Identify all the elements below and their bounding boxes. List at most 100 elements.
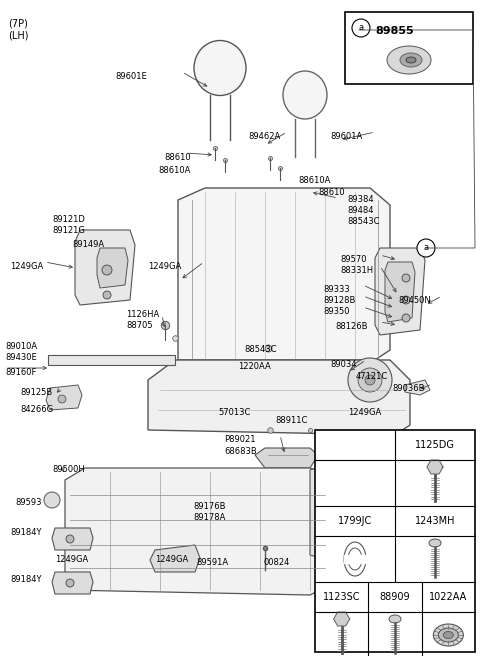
Bar — [345, 12, 473, 84]
Ellipse shape — [283, 71, 327, 119]
Text: 88610A: 88610A — [298, 176, 330, 185]
Polygon shape — [150, 545, 200, 572]
Text: 89176B: 89176B — [193, 502, 226, 511]
Polygon shape — [310, 460, 360, 565]
Circle shape — [358, 368, 382, 392]
Text: 89184Y: 89184Y — [10, 528, 41, 537]
Text: 1125DG: 1125DG — [415, 440, 455, 450]
Text: 1220AA: 1220AA — [238, 362, 271, 371]
Circle shape — [365, 375, 375, 385]
Polygon shape — [46, 385, 82, 410]
Text: a: a — [359, 24, 363, 33]
Text: 89333: 89333 — [323, 285, 350, 294]
Text: 88543C: 88543C — [244, 345, 276, 354]
Polygon shape — [75, 230, 135, 305]
Circle shape — [348, 358, 392, 402]
Circle shape — [58, 395, 66, 403]
Text: 57013C: 57013C — [218, 408, 251, 417]
Polygon shape — [427, 460, 443, 474]
Polygon shape — [65, 468, 330, 595]
Text: P89021: P89021 — [224, 435, 255, 444]
Text: 89350: 89350 — [323, 307, 349, 316]
Text: 1249GA: 1249GA — [10, 262, 43, 271]
Polygon shape — [178, 188, 390, 360]
Text: 89855: 89855 — [375, 26, 414, 36]
Text: 89034: 89034 — [330, 360, 357, 369]
Text: 89128B: 89128B — [323, 296, 355, 305]
Bar — [315, 430, 475, 652]
Text: 88543C: 88543C — [347, 217, 380, 226]
Circle shape — [103, 291, 111, 299]
Text: 89184Y: 89184Y — [10, 575, 41, 584]
Ellipse shape — [433, 624, 463, 646]
Text: 89450N: 89450N — [398, 296, 431, 305]
Text: 89570: 89570 — [340, 255, 367, 264]
Text: 1249GA: 1249GA — [348, 408, 381, 417]
Text: 89601A: 89601A — [330, 132, 362, 141]
Text: 1022AA: 1022AA — [429, 592, 468, 602]
Ellipse shape — [444, 632, 453, 638]
Ellipse shape — [389, 615, 401, 623]
Text: 88126B: 88126B — [335, 322, 368, 331]
Text: 1249GA: 1249GA — [55, 555, 88, 564]
Text: (7P): (7P) — [8, 18, 28, 28]
Text: 89160F: 89160F — [5, 368, 36, 377]
Text: 89500H: 89500H — [52, 465, 85, 474]
Text: 89384: 89384 — [347, 195, 373, 204]
Polygon shape — [385, 262, 415, 322]
Text: 1126HA: 1126HA — [126, 310, 159, 319]
Circle shape — [332, 507, 348, 523]
Text: 89121D: 89121D — [52, 215, 85, 224]
Text: a: a — [423, 243, 429, 253]
Text: 1243MH: 1243MH — [415, 516, 455, 526]
Text: 88909: 88909 — [380, 592, 410, 602]
Text: 84266G: 84266G — [20, 405, 53, 414]
Circle shape — [402, 314, 410, 322]
Text: 88331H: 88331H — [340, 266, 373, 275]
Text: 89178A: 89178A — [193, 513, 226, 522]
Text: 88610A: 88610A — [158, 166, 191, 175]
Polygon shape — [375, 248, 425, 335]
Text: 89125B: 89125B — [20, 388, 52, 397]
Text: 89462A: 89462A — [248, 132, 280, 141]
Text: 89593: 89593 — [15, 498, 41, 507]
Text: 89010A: 89010A — [5, 342, 37, 351]
Circle shape — [402, 274, 410, 282]
Ellipse shape — [429, 539, 441, 547]
Circle shape — [402, 296, 410, 304]
Text: 88610: 88610 — [164, 153, 191, 162]
Text: 89601E: 89601E — [115, 72, 147, 81]
Text: 47121C: 47121C — [356, 372, 388, 381]
Polygon shape — [97, 248, 128, 288]
Ellipse shape — [194, 41, 246, 96]
Text: 1249GA: 1249GA — [155, 555, 188, 564]
Text: 00824: 00824 — [264, 558, 290, 567]
Ellipse shape — [387, 46, 431, 74]
Circle shape — [66, 535, 74, 543]
Text: 1123SC: 1123SC — [323, 592, 360, 602]
Text: 89430E: 89430E — [5, 353, 37, 362]
Polygon shape — [148, 360, 410, 435]
Text: 89036B: 89036B — [392, 384, 424, 393]
Polygon shape — [334, 612, 349, 626]
Polygon shape — [52, 572, 93, 594]
Circle shape — [352, 19, 370, 37]
Circle shape — [44, 492, 60, 508]
Ellipse shape — [344, 542, 366, 576]
Text: 88610: 88610 — [318, 188, 345, 197]
Text: 1249GA: 1249GA — [148, 262, 181, 271]
Ellipse shape — [406, 57, 416, 63]
Polygon shape — [52, 528, 93, 550]
Polygon shape — [255, 448, 318, 468]
Text: 89149A: 89149A — [72, 240, 104, 249]
Polygon shape — [405, 380, 430, 395]
Ellipse shape — [400, 53, 422, 67]
Circle shape — [66, 579, 74, 587]
Text: (LH): (LH) — [8, 30, 28, 40]
Circle shape — [332, 482, 348, 498]
Ellipse shape — [348, 548, 362, 570]
Ellipse shape — [438, 628, 458, 642]
Polygon shape — [48, 355, 175, 365]
Text: 88911C: 88911C — [275, 416, 307, 425]
Circle shape — [417, 239, 435, 257]
